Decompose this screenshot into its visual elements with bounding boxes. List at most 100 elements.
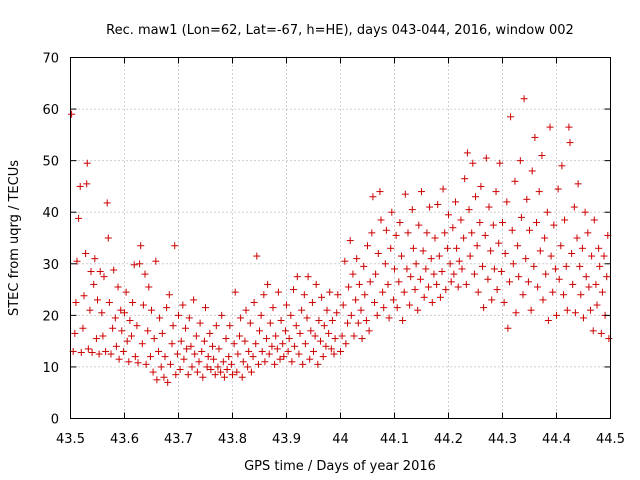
data-point — [210, 355, 218, 363]
data-point — [244, 363, 252, 371]
data-point — [92, 335, 100, 343]
data-point — [385, 314, 393, 322]
data-point — [261, 358, 269, 366]
data-point — [137, 242, 145, 250]
data-point — [173, 350, 181, 358]
data-points — [68, 95, 613, 386]
data-point — [465, 206, 473, 214]
data-point — [142, 360, 150, 368]
data-point — [401, 190, 409, 198]
data-point — [234, 350, 242, 358]
data-point — [304, 273, 312, 281]
data-point — [372, 270, 380, 278]
data-point — [83, 159, 91, 167]
data-point — [272, 332, 280, 340]
data-point — [188, 363, 196, 371]
data-point — [310, 347, 317, 355]
data-point — [184, 371, 192, 379]
data-point — [325, 329, 333, 337]
data-point — [425, 283, 433, 291]
data-point — [508, 226, 516, 234]
data-point — [345, 283, 353, 291]
data-point — [473, 242, 481, 250]
data-point — [80, 292, 88, 300]
data-point — [238, 373, 246, 381]
data-point — [83, 180, 91, 188]
data-point — [449, 224, 457, 232]
y-tick-label: 30 — [42, 258, 59, 273]
data-point — [256, 327, 263, 335]
data-point — [229, 371, 236, 379]
data-point — [337, 347, 344, 355]
data-point — [547, 252, 555, 260]
data-point — [497, 268, 505, 276]
data-point — [342, 340, 350, 348]
x-tick-label: 44.3 — [488, 432, 517, 447]
data-point — [257, 311, 265, 319]
data-point — [253, 252, 261, 260]
data-point — [237, 314, 245, 322]
data-point — [115, 355, 123, 363]
data-point — [176, 366, 184, 374]
data-point — [393, 304, 401, 312]
data-point — [506, 278, 514, 286]
data-point — [121, 309, 128, 317]
data-point — [88, 348, 96, 356]
data-point — [156, 314, 164, 322]
data-point — [187, 342, 195, 350]
data-point — [455, 257, 463, 265]
data-point — [391, 265, 398, 273]
data-point — [426, 203, 434, 211]
data-point — [231, 288, 239, 296]
data-point — [382, 226, 390, 234]
data-point — [366, 278, 374, 286]
data-point — [273, 345, 281, 353]
data-point — [198, 347, 206, 355]
data-point — [542, 270, 550, 278]
data-point — [163, 304, 171, 312]
data-point — [469, 159, 477, 167]
data-point — [220, 373, 228, 381]
data-point — [457, 216, 465, 224]
y-axis-ticks: 0 10 20 30 40 50 60 70 — [42, 52, 611, 428]
data-point — [480, 304, 488, 312]
data-point — [358, 335, 366, 343]
data-point — [492, 188, 500, 196]
data-point — [488, 296, 496, 304]
data-point — [266, 319, 274, 327]
data-point — [128, 332, 136, 340]
data-point — [530, 262, 538, 270]
data-point — [284, 347, 292, 355]
data-point — [553, 311, 560, 319]
data-point — [485, 203, 493, 211]
x-tick-label: 44.2 — [434, 432, 463, 447]
data-point — [538, 151, 546, 159]
data-point — [452, 198, 460, 206]
data-point — [274, 288, 282, 296]
data-point — [346, 237, 354, 245]
data-point — [588, 252, 596, 260]
data-point — [123, 337, 131, 345]
data-point — [570, 203, 578, 211]
data-point — [434, 200, 442, 208]
data-point — [399, 317, 407, 325]
data-point — [139, 301, 147, 309]
data-point — [230, 340, 238, 348]
data-point — [574, 180, 582, 188]
data-point — [414, 306, 422, 314]
data-point — [77, 348, 85, 356]
data-point — [141, 270, 149, 278]
data-point — [546, 123, 554, 131]
data-point — [578, 244, 586, 252]
data-point — [476, 219, 484, 227]
data-point — [219, 358, 227, 366]
data-point — [534, 283, 542, 291]
data-point — [403, 265, 411, 273]
data-point — [585, 283, 593, 291]
data-point — [202, 304, 209, 312]
data-point — [119, 347, 127, 355]
data-point — [287, 311, 295, 319]
data-point — [514, 242, 522, 250]
data-point — [312, 280, 320, 288]
